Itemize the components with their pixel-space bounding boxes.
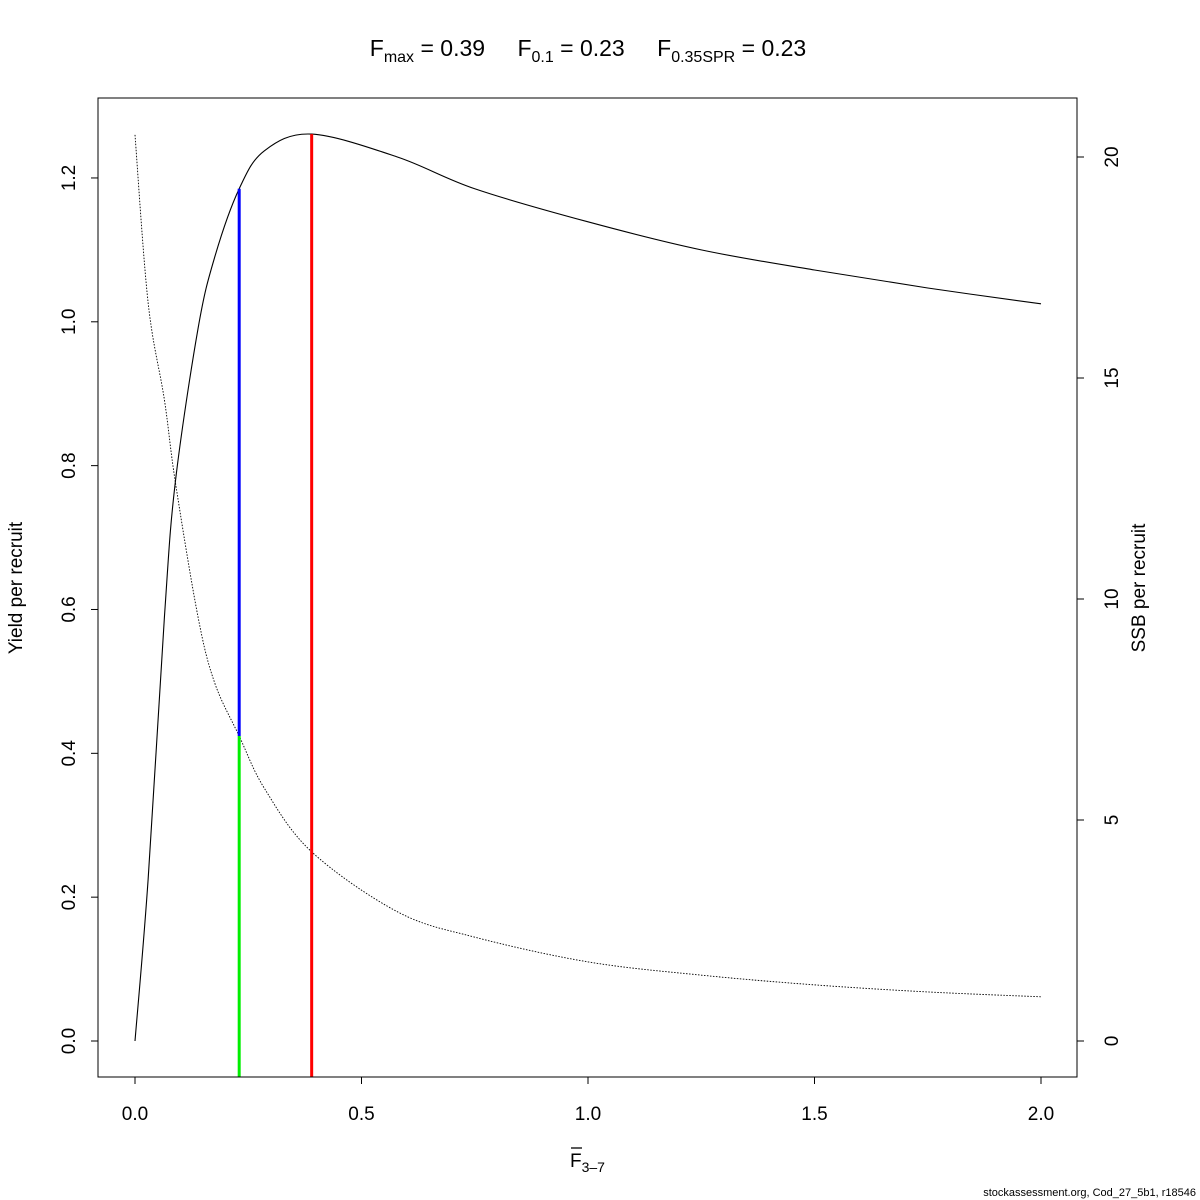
y-left-tick-label: 0.8	[59, 452, 80, 478]
x-axis-label: F3–7	[570, 1147, 605, 1175]
y-left-tick-label: 1.2	[59, 165, 80, 191]
y-left-tick-label: 0.2	[59, 884, 80, 910]
y-left-tick-label: 0.6	[59, 596, 80, 622]
y-axis-left-label: Yield per recruit	[6, 521, 27, 654]
x-tick-label: 1.5	[801, 1104, 827, 1125]
x-tick-label: 1.0	[575, 1104, 601, 1125]
y-right-tick-label: 20	[1102, 146, 1123, 167]
y-left-tick-label: 0.4	[59, 740, 80, 767]
y-left-tick-label: 1.0	[59, 309, 80, 335]
yield-per-recruit-line	[134, 133, 1042, 1042]
y-right-tick-label: 15	[1102, 367, 1123, 388]
y-left-tick-label: 0.0	[59, 1028, 80, 1054]
x-tick-label: 0.5	[348, 1104, 374, 1125]
ssb-per-recruit-line	[134, 134, 1042, 998]
y-right-tick-label: 10	[1102, 588, 1123, 609]
x-tick-label: 0.0	[122, 1104, 148, 1125]
chart-title: Fmax = 0.39 F0.1 = 0.23 F0.35SPR = 0.23	[370, 35, 806, 66]
x-tick-label: 2.0	[1028, 1104, 1054, 1125]
svg-text:F3–7: F3–7	[570, 1151, 605, 1175]
y-right-tick-label: 5	[1102, 815, 1123, 826]
footer-credit: stockassessment.org, Cod_27_5b1, r18546	[983, 1187, 1196, 1199]
y-axis-right-label: SSB per recruit	[1129, 523, 1150, 653]
y-right-tick-label: 0	[1102, 1036, 1123, 1047]
